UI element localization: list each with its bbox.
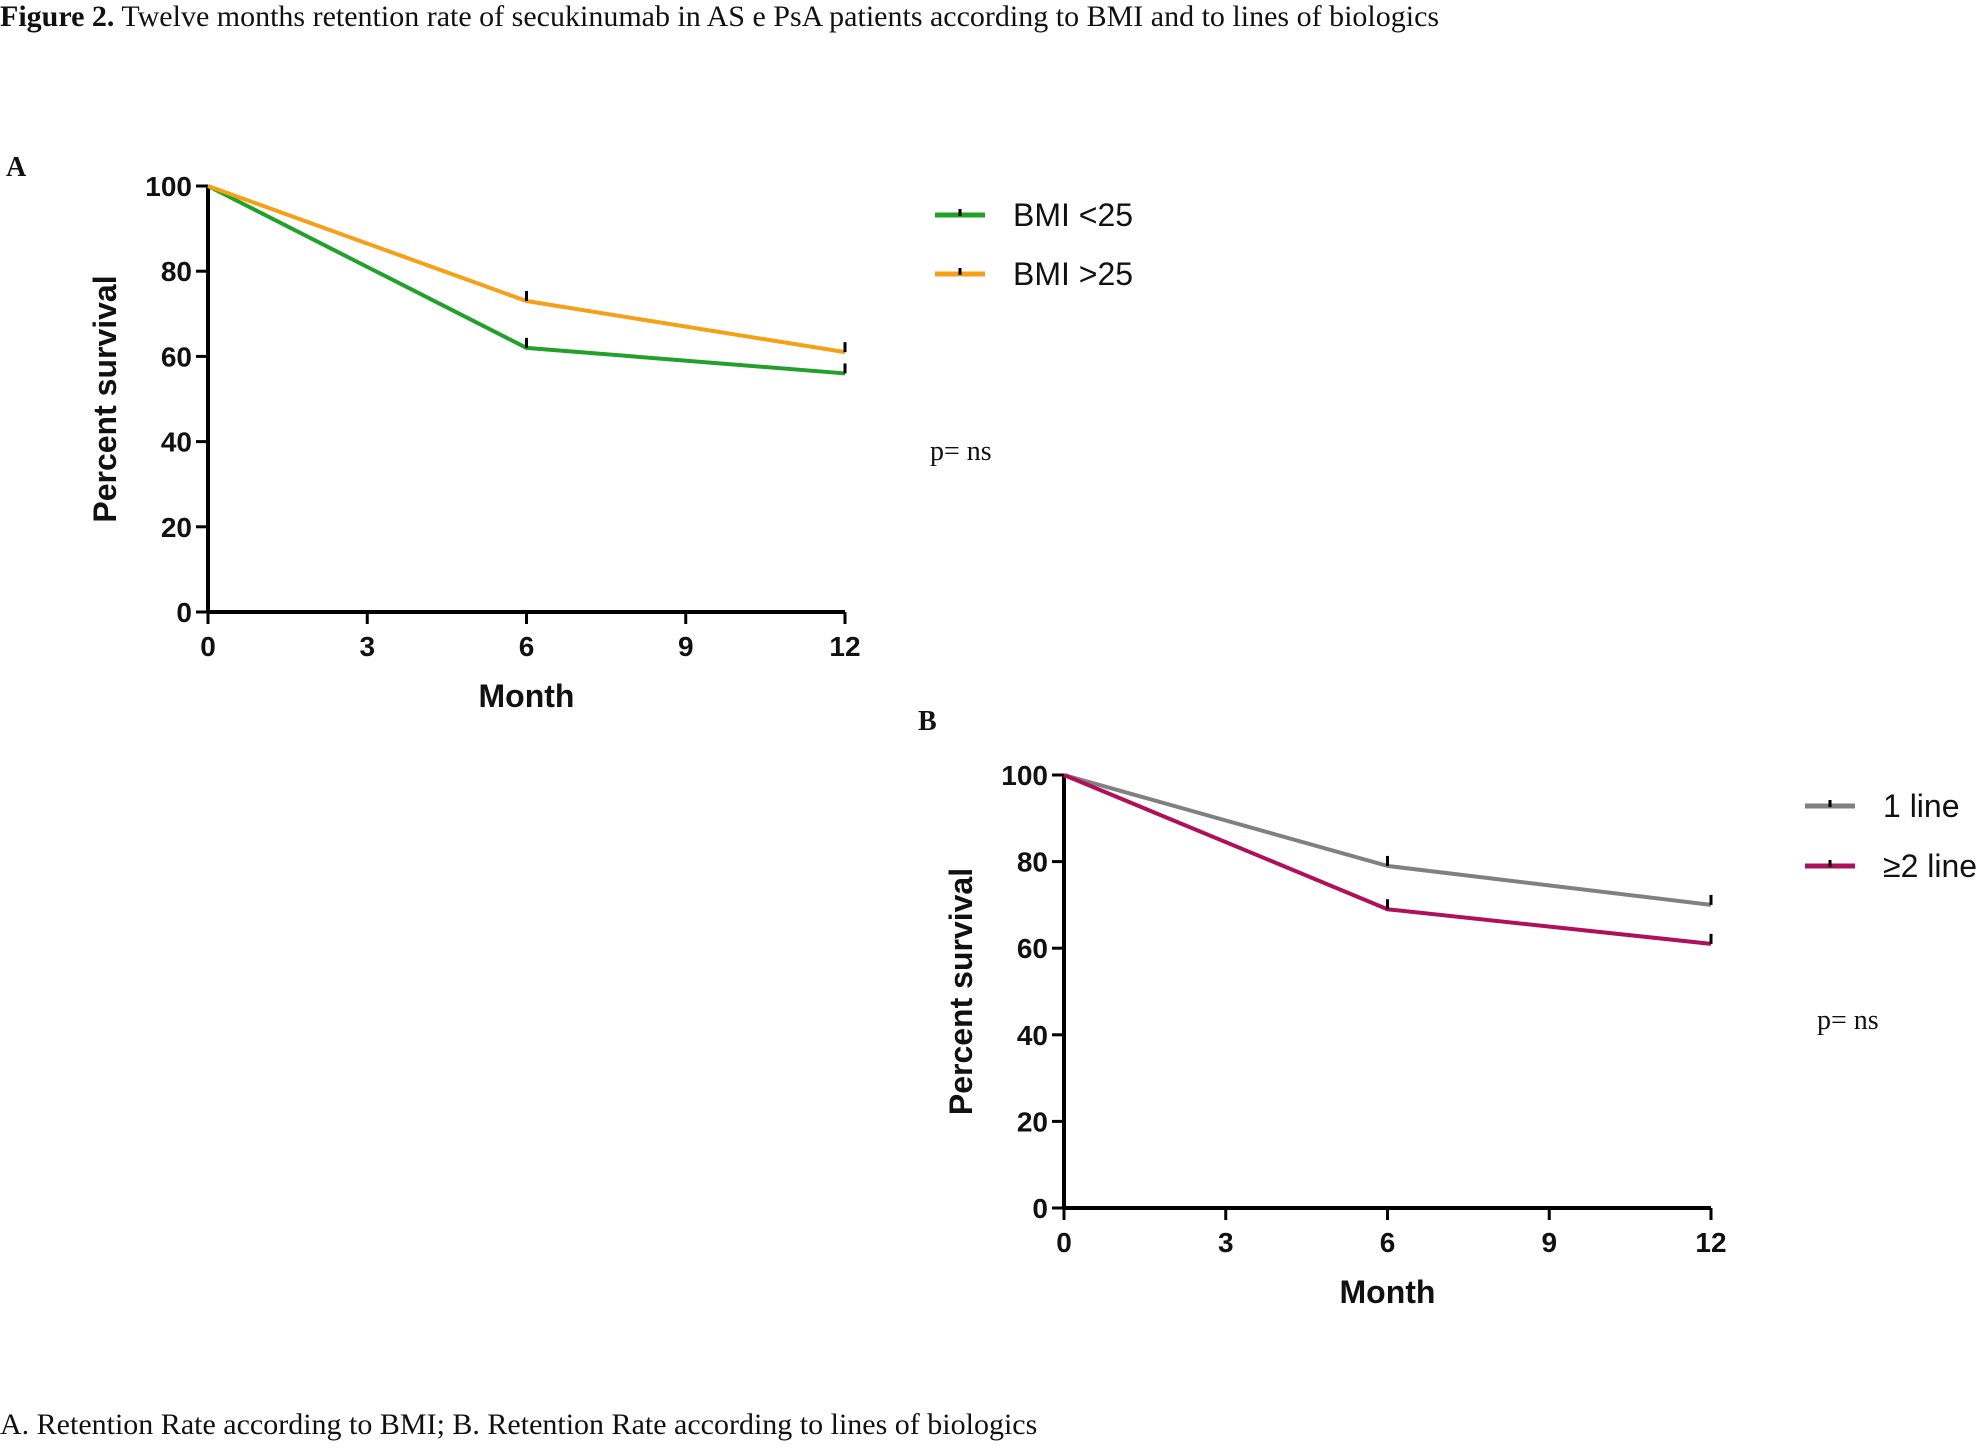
y-tick-label: 100 [145,171,192,202]
figure-title: Twelve months retention rate of secukinu… [114,0,1440,33]
y-axis-title: Percent survival [943,868,979,1115]
x-tick-label: 0 [200,631,216,662]
y-tick-label: 80 [161,256,192,287]
y-tick-label: 60 [1017,933,1048,964]
x-tick-label: 0 [1056,1227,1072,1258]
x-tick-label: 3 [1218,1227,1234,1258]
y-tick-label: 100 [1001,760,1048,791]
y-tick-label: 0 [1032,1193,1048,1224]
series-line-2 [207,184,846,355]
y-tick-label: 40 [161,427,192,458]
y-tick-label: 0 [176,597,192,628]
figure-number: Figure 2. [0,0,115,33]
series-line-1 [1063,773,1712,907]
legend-label: BMI >25 [1013,256,1133,292]
x-tick-label: 9 [1541,1227,1557,1258]
y-tick-label: 20 [161,512,192,543]
legend-label: 1 line [1883,788,1960,824]
p-value-annotation: p= ns [1817,1005,1879,1036]
x-axis-title: Month [479,678,575,714]
legend-label: BMI <25 [1013,197,1133,233]
panel-letter: A [6,152,27,183]
x-axis-title: Month [1340,1274,1436,1310]
x-tick-label: 3 [359,631,375,662]
x-tick-label: 12 [829,631,860,662]
x-tick-label: 9 [678,631,694,662]
x-tick-label: 6 [519,631,535,662]
y-tick-label: 60 [161,341,192,372]
chart-panel-a: A 0 20 40 60 80 100 0 3 6 9 12 Month Percent survival… [6,152,1133,714]
y-tick-label: 80 [1017,847,1048,878]
y-tick-label: 40 [1017,1020,1048,1051]
y-axis-title: Percent survival [87,275,123,522]
x-tick-label: 6 [1380,1227,1396,1258]
chart-panel-b: B 0 20 40 60 80 100 0 3 6 9 12 Month Percent survival… [918,706,1977,1310]
figure-heading: Figure 2. Twelve months retention rate o… [0,0,1439,34]
legend-label: ≥2 line [1883,848,1977,884]
figure-caption: A. Retention Rate according to BMI; B. R… [0,1408,1038,1441]
panel-letter: B [918,706,937,737]
p-value-annotation: p= ns [930,436,992,467]
y-tick-label: 20 [1017,1106,1048,1137]
x-tick-label: 12 [1695,1227,1726,1258]
